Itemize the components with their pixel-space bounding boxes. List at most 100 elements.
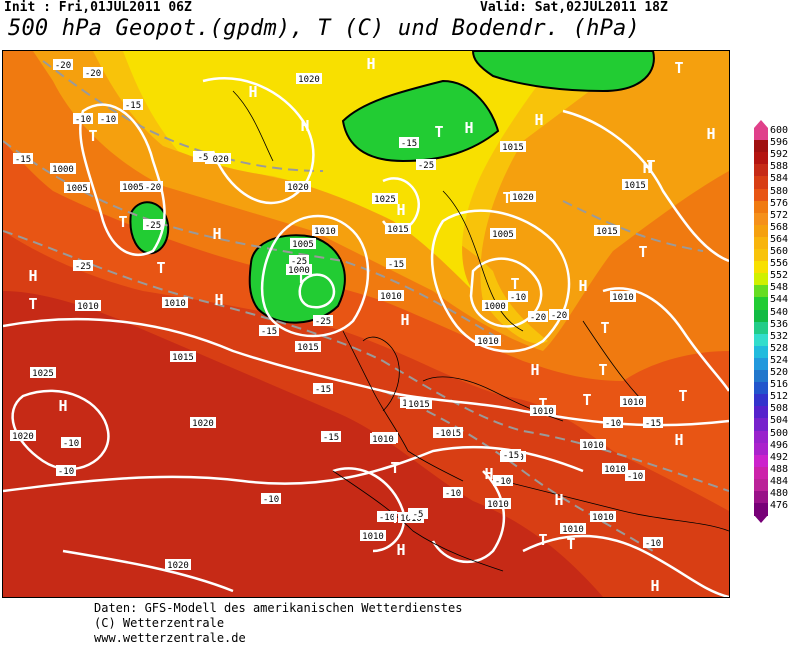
contour-value-label: -10 xyxy=(433,427,453,439)
contour-value-label: 1000 xyxy=(50,163,76,175)
contour-value-label: 1020 xyxy=(190,417,216,429)
scale-swatch xyxy=(754,357,768,371)
contour-value-label: -20 xyxy=(53,59,73,71)
low-pressure-marker: T xyxy=(502,189,511,207)
scale-swatch xyxy=(754,176,768,189)
svg-text:1020: 1020 xyxy=(207,155,229,165)
svg-text:1010: 1010 xyxy=(592,513,614,523)
contour-value-label: -10 xyxy=(603,417,623,429)
scale-swatch xyxy=(754,491,768,504)
scale-label: 528 xyxy=(770,342,789,354)
contour-value-label: 1010 xyxy=(312,225,338,237)
contour-value-label: -20 xyxy=(83,67,103,79)
svg-text:-10: -10 xyxy=(100,115,116,125)
high-pressure-marker: H xyxy=(642,159,651,177)
low-pressure-marker: T xyxy=(538,395,547,413)
scale-label: 516 xyxy=(770,379,789,391)
svg-text:-15: -15 xyxy=(261,327,277,337)
svg-text:1010: 1010 xyxy=(532,407,554,417)
contour-value-label: -20 xyxy=(143,181,163,193)
contour-value-label: -10 xyxy=(61,437,81,449)
svg-text:1015: 1015 xyxy=(502,143,524,153)
scale-label: 476 xyxy=(770,500,789,512)
scale-swatch xyxy=(754,333,768,347)
scale-swatch xyxy=(754,466,768,480)
contour-value-label: 1010 xyxy=(370,433,396,445)
high-pressure-marker: H xyxy=(400,311,409,329)
contour-value-label: 1015 xyxy=(622,179,648,191)
contour-value-label: 1010 xyxy=(580,439,606,451)
svg-text:-15: -15 xyxy=(401,139,417,149)
low-pressure-marker: T xyxy=(600,319,609,337)
contour-value-label: -15 xyxy=(13,153,33,165)
svg-text:1010: 1010 xyxy=(164,299,186,309)
scale-swatch xyxy=(754,406,768,419)
high-pressure-marker: H xyxy=(28,267,37,285)
low-pressure-marker: T xyxy=(296,269,305,287)
svg-text:-25: -25 xyxy=(315,317,331,327)
contour-value-label: -5 xyxy=(408,508,428,520)
svg-text:1000: 1000 xyxy=(52,165,74,175)
scale-swatch xyxy=(754,224,768,238)
scale-swatch xyxy=(754,382,768,395)
scale-swatch xyxy=(754,430,768,444)
scale-swatch xyxy=(754,345,768,359)
svg-text:-20: -20 xyxy=(551,311,567,321)
high-pressure-marker: H xyxy=(214,291,223,309)
contour-value-label: 1020 xyxy=(285,181,311,193)
contour-value-label: 1020 xyxy=(165,559,191,571)
scale-label: 496 xyxy=(770,439,789,451)
low-pressure-marker: T xyxy=(510,275,519,293)
scale-swatch xyxy=(754,442,768,456)
contour-value-label: -25 xyxy=(313,315,333,327)
contour-value-label: 1010 xyxy=(610,291,636,303)
contour-value-label: -10 xyxy=(73,113,93,125)
scale-label: 556 xyxy=(770,258,789,270)
contour-value-label: -10 xyxy=(443,487,463,499)
scale-label: 508 xyxy=(770,403,789,415)
svg-text:-15: -15 xyxy=(315,385,331,395)
contour-value-label: -25 xyxy=(73,260,93,272)
credits-block: Daten: GFS-Modell des amerikanischen Wet… xyxy=(94,601,462,646)
contour-value-label: -15 xyxy=(259,325,279,337)
high-pressure-marker: H xyxy=(706,125,715,143)
coastlines xyxy=(232,90,729,572)
svg-text:1010: 1010 xyxy=(582,441,604,451)
svg-text:-10: -10 xyxy=(379,513,395,523)
credits-copyright: (C) Wetterzentrale xyxy=(94,616,225,630)
scale-swatch xyxy=(754,321,768,335)
svg-text:1025: 1025 xyxy=(32,369,54,379)
scale-label: 560 xyxy=(770,246,789,257)
svg-text:-10: -10 xyxy=(510,293,526,303)
scale-swatch xyxy=(754,188,768,202)
svg-text:-10: -10 xyxy=(58,467,74,477)
svg-text:1020: 1020 xyxy=(512,193,534,203)
scale-label: 592 xyxy=(770,149,789,161)
svg-text:-15: -15 xyxy=(125,101,141,111)
low-pressure-marker: T xyxy=(88,127,97,145)
weather-map: 1020 1005 1000 1010 1020 1005 1010 1015 1020 1015… xyxy=(2,50,730,598)
svg-text:1015: 1015 xyxy=(408,400,430,410)
contour-value-label: -15 xyxy=(313,383,333,395)
svg-text:-25: -25 xyxy=(291,257,307,267)
svg-text:-25: -25 xyxy=(75,262,91,272)
contour-value-label: -25 xyxy=(416,159,436,171)
map-canvas: 1020100510001010102010051010101510201015… xyxy=(3,51,729,597)
scale-swatch xyxy=(754,503,768,516)
svg-text:-25: -25 xyxy=(145,221,161,231)
color-scale-legend: 600 596 592 588 584 580 576 572 568 564 560 556 552 5… xyxy=(754,120,790,524)
contour-value-label: -15 xyxy=(643,417,663,429)
high-pressure-marker: H xyxy=(674,431,683,449)
contour-value-label: -25 xyxy=(289,255,309,267)
svg-text:1020: 1020 xyxy=(298,75,320,85)
scale-label: 480 xyxy=(770,488,789,499)
contour-value-label: -15 xyxy=(321,431,341,443)
contour-value-label: -10 xyxy=(508,291,528,303)
high-pressure-marker: H xyxy=(366,55,375,73)
scale-label: 512 xyxy=(770,391,789,403)
contour-value-label: -5 xyxy=(193,151,213,163)
init-time-label: Init : Fri,01JUL2011 06Z xyxy=(4,0,192,15)
svg-text:1010: 1010 xyxy=(362,532,384,542)
low-pressure-marker: T xyxy=(28,295,37,313)
scale-label: 572 xyxy=(770,209,789,221)
